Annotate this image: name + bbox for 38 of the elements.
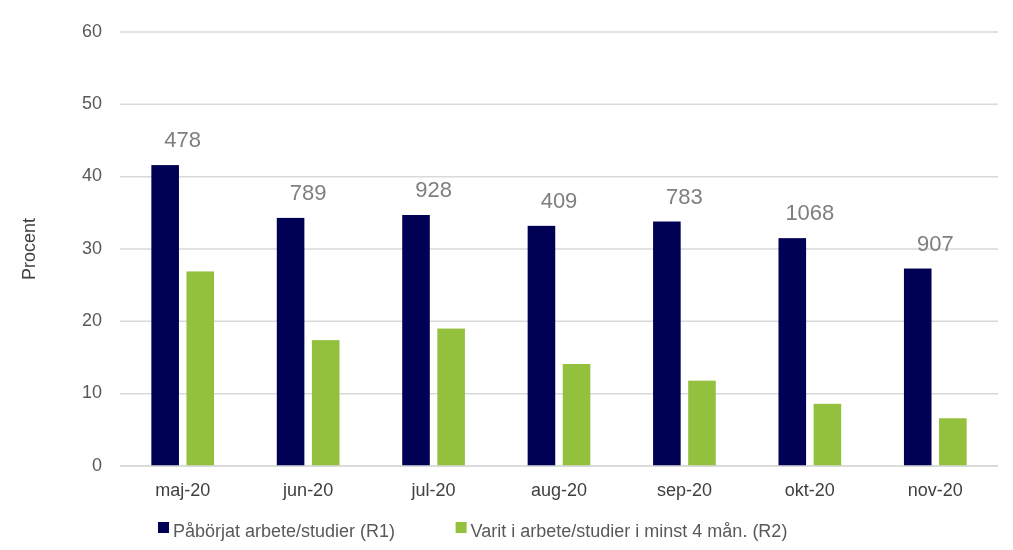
x-tick-label: nov-20	[907, 480, 963, 500]
annotation: 783	[666, 183, 703, 209]
bar	[903, 268, 932, 466]
y-tick-label: 0	[91, 454, 102, 475]
annotation: 409	[540, 187, 578, 213]
x-tick-label: aug-20	[530, 480, 588, 500]
bar	[402, 215, 430, 466]
x-tick-label: jun-20	[282, 480, 334, 500]
bar	[527, 225, 556, 466]
y-tick-label: 20	[81, 310, 102, 331]
y-tick-label: 40	[81, 165, 102, 186]
x-tick-label: sep-20	[656, 480, 712, 500]
annotation: 478	[164, 127, 202, 153]
bar	[813, 403, 842, 466]
x-tick-label: okt-20	[784, 480, 835, 500]
y-tick-label: 10	[81, 382, 102, 403]
x-tick-label: jul-20	[410, 480, 456, 500]
bar	[437, 328, 465, 466]
legend-label: Påbörjat arbete/studier (R1)	[173, 520, 396, 541]
bar	[311, 340, 340, 466]
annotation: 928	[415, 177, 452, 202]
bar	[186, 271, 215, 466]
annotation: 789	[289, 179, 327, 205]
bar	[939, 418, 967, 466]
y-tick-label: 50	[81, 93, 102, 114]
bar	[653, 221, 681, 466]
annotation: 907	[916, 230, 954, 256]
bar	[688, 380, 716, 466]
bar	[562, 364, 591, 466]
bar	[778, 238, 807, 466]
x-tick-label: maj-20	[155, 480, 211, 500]
bar	[151, 165, 179, 466]
bar	[276, 217, 305, 466]
y-tick-label: 30	[81, 237, 102, 258]
y-axis-title: Procent	[18, 217, 39, 281]
y-tick-label: 60	[81, 20, 102, 41]
annotation: 1068	[785, 200, 835, 226]
legend-label: Varit i arbete/studier i minst 4 mån. (R2)	[470, 520, 788, 541]
